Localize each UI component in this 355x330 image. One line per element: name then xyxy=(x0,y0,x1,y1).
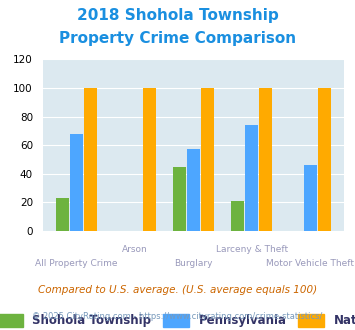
Bar xyxy=(318,88,331,231)
Legend: Shohola Township, Pennsylvania, National: Shohola Township, Pennsylvania, National xyxy=(0,309,355,330)
Bar xyxy=(201,88,214,231)
Bar xyxy=(143,88,155,231)
Text: Property Crime Comparison: Property Crime Comparison xyxy=(59,31,296,46)
Bar xyxy=(56,198,69,231)
Bar xyxy=(173,167,186,231)
Text: © 2025 CityRating.com - https://www.cityrating.com/crime-statistics/: © 2025 CityRating.com - https://www.city… xyxy=(32,312,323,321)
Text: Motor Vehicle Theft: Motor Vehicle Theft xyxy=(266,259,354,268)
Text: Compared to U.S. average. (U.S. average equals 100): Compared to U.S. average. (U.S. average … xyxy=(38,285,317,295)
Text: All Property Crime: All Property Crime xyxy=(36,259,118,268)
Text: Larceny & Theft: Larceny & Theft xyxy=(216,245,288,254)
Text: 2018 Shohola Township: 2018 Shohola Township xyxy=(77,8,278,23)
Text: Burglary: Burglary xyxy=(174,259,213,268)
Bar xyxy=(70,134,83,231)
Bar xyxy=(260,88,272,231)
Text: Arson: Arson xyxy=(122,245,148,254)
Bar xyxy=(304,165,317,231)
Bar xyxy=(231,201,244,231)
Bar xyxy=(245,125,258,231)
Bar xyxy=(84,88,97,231)
Bar xyxy=(187,149,200,231)
